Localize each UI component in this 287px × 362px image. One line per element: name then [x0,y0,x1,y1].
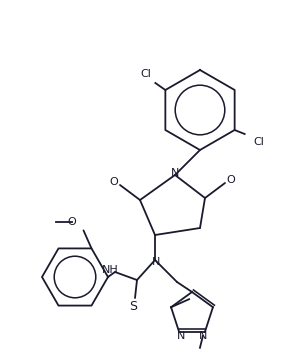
Text: N: N [199,331,207,341]
Text: N: N [171,168,179,178]
Text: O: O [67,218,76,227]
Text: O: O [227,175,235,185]
Text: Cl: Cl [140,69,151,79]
Text: NH: NH [102,265,118,275]
Text: O: O [110,177,118,187]
Text: N: N [152,257,160,267]
Text: N: N [177,331,185,341]
Text: Cl: Cl [253,137,264,147]
Text: S: S [129,300,137,313]
